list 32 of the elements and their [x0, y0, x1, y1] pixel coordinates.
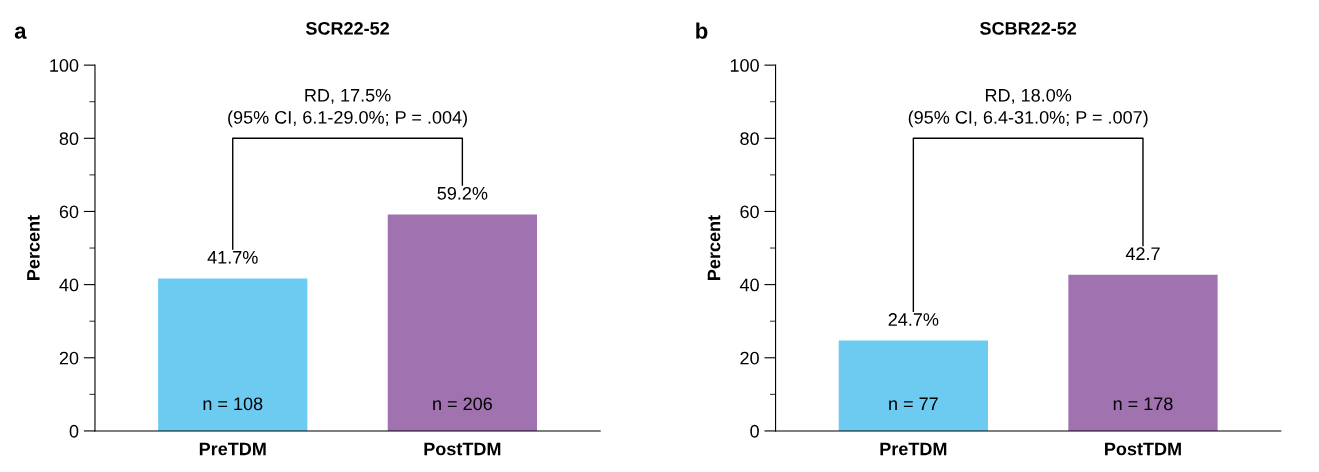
y-tick-label: 0 — [750, 424, 759, 438]
x-tick-label: PostTDM — [1105, 442, 1181, 456]
data-label: 59.2% — [437, 186, 488, 200]
text: b — [696, 22, 708, 39]
annotation: RD, 18.0% (95% CI, 6.4-31.0%; P = .007) — [908, 88, 1148, 128]
y-axis-title: Percent — [27, 215, 40, 280]
data-label: 42.7 — [1125, 247, 1160, 260]
x-tick-label: PreTDM — [199, 442, 266, 456]
y-tick-label: 60 — [740, 205, 759, 219]
chart-title: SCBR22-52 — [980, 21, 1077, 35]
y-tick-label: 80 — [59, 132, 79, 146]
x-tick-label: PostTDM — [424, 442, 501, 456]
annotation: n = 178 — [1113, 397, 1173, 411]
y-tick-label: 100 — [730, 59, 759, 72]
y-tick-label: 80 — [740, 132, 759, 146]
y-axis-title: Percent — [707, 215, 721, 280]
data-label: 41.7% — [207, 251, 258, 264]
y-tick-label: 20 — [740, 351, 759, 365]
y-tick-label: 100 — [50, 59, 79, 72]
annotation: RD, 17.5% (95% CI, 6.1-29.0%; P = .004) — [228, 88, 467, 128]
annotation: n = 108 — [203, 397, 263, 411]
y-tick-label: 20 — [59, 351, 79, 365]
y-tick-label: 40 — [739, 278, 759, 292]
y-tick-label: 60 — [59, 205, 79, 219]
y-tick-label: 40 — [59, 278, 79, 292]
x-tick-label: PreTDM — [880, 442, 947, 456]
y-tick-label: 0 — [69, 424, 79, 438]
data-label: 24.7% — [888, 313, 939, 326]
chart-title: SCR22-52 — [305, 21, 389, 35]
annotation: n = 206 — [433, 397, 492, 411]
text: a — [14, 26, 27, 39]
annotation: n = 77 — [889, 397, 938, 410]
